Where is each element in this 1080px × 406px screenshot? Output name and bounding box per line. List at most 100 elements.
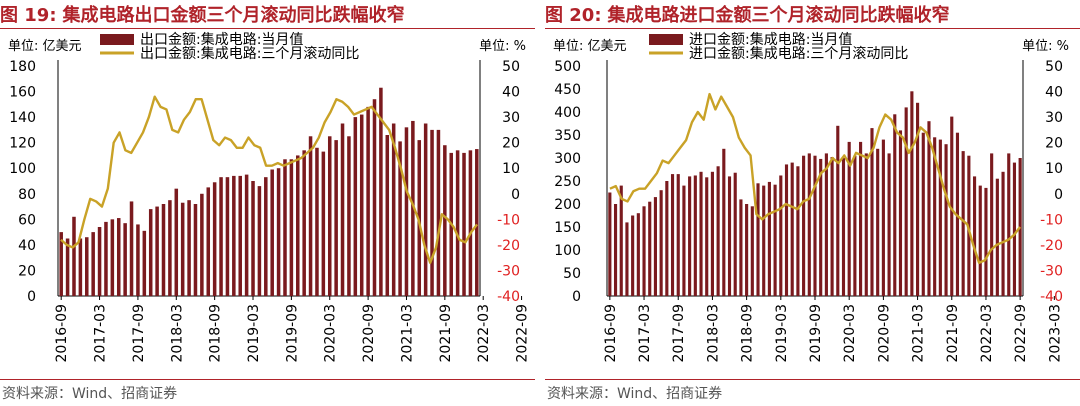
left-y-tick-label: 400 [554,105,581,121]
bar-mark [353,117,358,296]
bar-mark [859,141,863,296]
bar-mark [219,177,223,296]
left-y-tick-label: 40 [18,238,36,254]
import-chart: 单位: 亿美元 单位: % 进口金额:集成电路:当月值进口金额:集成电路:三个月滚动… [553,31,1069,363]
bar-mark [327,136,332,296]
bar-mark [398,141,402,296]
x-tick-label: 2020-03 [323,304,339,363]
left-y-tick-label: 140 [9,110,36,126]
bar-mark [142,230,147,296]
bar-mark [270,169,274,296]
bar-mark [608,192,612,296]
x-tick-label: 2018-03 [169,304,185,363]
x-tick-label: 2019-03 [246,304,262,363]
legend-bar-swatch [649,34,683,45]
bar-mark [251,181,255,296]
x-tick-label: 2017-03 [637,304,653,363]
bar-mark [136,224,140,296]
bar-mark [1012,162,1017,296]
x-tick-label: 2017-09 [671,304,687,363]
bar-mark [722,148,726,296]
right-y-tick-label: 50 [1045,59,1063,75]
export-chart: 单位: 亿美元 单位: % 出口金额:集成电路:当月值出口金额:集成电路:三个月滚动… [8,31,531,363]
bar-mark [670,174,675,296]
bar-mark [455,150,460,296]
right-y-tick-label: 40 [502,85,520,101]
x-tick-label: 2018-09 [740,304,756,363]
bar-mark [78,238,83,296]
bar-mark [972,176,977,296]
x-tick-label: 2020-09 [876,304,892,363]
bar-mark [174,188,179,296]
figure-title-text: 集成电路出口金额三个月滚动同比跌幅收窄 [62,5,405,26]
bar-mark [436,129,441,296]
bar-mark [340,123,345,296]
right-y-tick-label: -40 [1040,289,1063,305]
left-y-tick-label: 150 [554,220,581,236]
bar-mark [1007,153,1011,296]
bar-mark [933,137,937,296]
bar-mark [836,125,840,296]
bar-mark [807,153,811,296]
bar-mark [391,123,396,296]
bar-mark [990,153,994,296]
bar-mark [129,201,134,296]
bar-mark [659,190,663,296]
x-tick-label: 2017-03 [93,304,109,363]
bar-mark [417,140,422,296]
figure-title: 图 20: 集成电路进口金额三个月滚动同比跌幅收窄 [545,1,1080,27]
bar-mark [733,172,737,296]
bar-mark [65,238,70,296]
left-y-tick-label: 250 [554,174,581,190]
bar-mark [841,158,846,296]
x-tick-label: 2021-03 [400,304,416,363]
legend-bar-swatch [100,34,134,45]
bar-mark [59,232,63,296]
right-y-tick-label: -40 [497,289,520,305]
x-tick-label: 2022-09 [515,304,531,363]
bar-mark [961,151,965,296]
bar-mark [944,144,948,296]
bar-mark [784,164,789,296]
bar-mark [334,140,338,296]
x-tick-label: 2019-03 [774,304,790,363]
bar-mark [462,152,466,296]
left-y-tick-label: 80 [18,187,36,203]
right-y-tick-label: 20 [502,136,520,152]
bar-mark [676,174,680,296]
right-y-tick-label: -20 [1040,238,1063,254]
right-y-tick-label: 10 [502,161,520,177]
left-y-tick-label: 100 [554,243,581,259]
x-tick-label: 2016-09 [603,304,619,363]
left-y-tick-label: 180 [9,59,36,75]
bar-mark [813,155,817,296]
bar-mark [995,178,999,296]
bar-mark [430,129,434,296]
x-tick-label: 2019-09 [284,304,300,363]
bar-mark [870,128,874,296]
x-tick-label: 2023-03 [1047,304,1063,363]
bar-mark [385,135,390,296]
x-tick-label: 2022-03 [476,304,492,363]
line-series-mark [60,95,479,264]
bar-mark [302,150,306,296]
x-tick-label: 2022-09 [1013,304,1029,363]
bar-mark [372,99,377,296]
bar-mark [824,153,828,296]
bar-mark [475,149,479,296]
figure-20-panel: 图 20: 集成电路进口金额三个月滚动同比跌幅收窄 单位: 亿美元 单位: % 进口金… [545,0,1080,406]
left-y-tick-label: 200 [554,197,581,213]
left-y-tick-label: 0 [572,289,581,305]
bar-mark [366,106,370,296]
bar-mark [853,155,857,296]
bar-mark [110,219,115,296]
bar-mark [756,183,760,296]
bar-mark [443,145,447,296]
left-y-tick-label: 500 [554,59,581,75]
bar-mark [116,218,121,296]
title-divider [545,28,1080,29]
bar-mark [796,166,800,296]
bar-mark [244,174,249,296]
right-y-tick-label: 30 [502,110,520,126]
bar-mark [155,206,159,296]
